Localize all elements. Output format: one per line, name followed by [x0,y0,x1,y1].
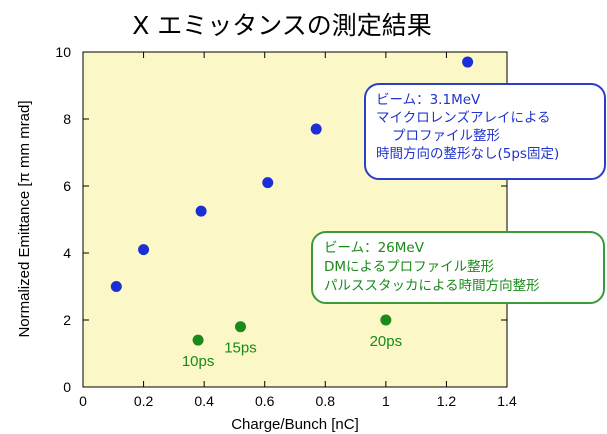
data-points: 10ps 15ps 20ps [110,56,474,370]
x-tick-label: 0.2 [134,393,154,409]
annotation-green-line: ビーム：26MeV [324,240,425,256]
y-tick-label: 6 [63,178,71,194]
data-point [234,321,246,333]
annotation-green-box [311,231,605,304]
annotation-blue-box [364,83,606,180]
annotation-green: ビーム：26MeV DMによるプロファイル整形 パルススタッカによる時間方向整形 [311,231,605,304]
x-tick-label: 1.4 [497,393,517,409]
point-label: 15ps [224,340,257,357]
annotation-blue: ビーム：3.1MeV マイクロレンズアレイによる プロファイル整形 時間方向の整… [364,83,606,180]
y-axis-label: Normalized Emittance [π mm mrad] [16,100,33,337]
annotation-blue-line: ビーム：3.1MeV [376,92,481,108]
x-axis: 0 0.2 0.4 0.6 0.8 1 1.2 1.4 [79,52,517,409]
annotation-blue-line: 時間方向の整形なし(5ps固定) [376,146,559,162]
point-label: 10ps [182,353,215,370]
data-point [195,205,207,217]
x-tick-label: 0.8 [316,393,336,409]
y-tick-label: 4 [63,245,71,261]
data-point [262,177,274,189]
x-tick-label: 0.6 [255,393,275,409]
y-tick-label: 8 [63,111,71,127]
x-tick-label: 0.4 [194,393,214,409]
data-point [110,281,122,292]
chart-title: X エミッタンスの測定結果 [132,11,432,40]
annotation-green-line: DMによるプロファイル整形 [324,259,495,275]
data-point [192,334,204,346]
annotation-blue-line: マイクロレンズアレイによる [376,110,551,126]
y-tick-label: 2 [63,312,71,328]
y-tick-label: 0 [63,379,71,395]
x-tick-label: 1.2 [437,393,457,409]
annotation-blue-line: プロファイル整形 [392,128,500,144]
data-point [462,56,474,68]
annotation-green-line: パルススタッカによる時間方向整形 [324,278,540,294]
x-tick-label: 0 [79,393,87,409]
y-tick-label: 10 [55,44,71,60]
data-point [310,123,322,135]
y-axis: 0 2 4 6 8 10 [55,44,507,395]
x-axis-label: Charge/Bunch [nC] [231,416,359,433]
data-point [138,244,150,256]
point-label: 20ps [370,333,403,350]
data-point [380,314,392,326]
x-tick-label: 1 [382,393,390,409]
